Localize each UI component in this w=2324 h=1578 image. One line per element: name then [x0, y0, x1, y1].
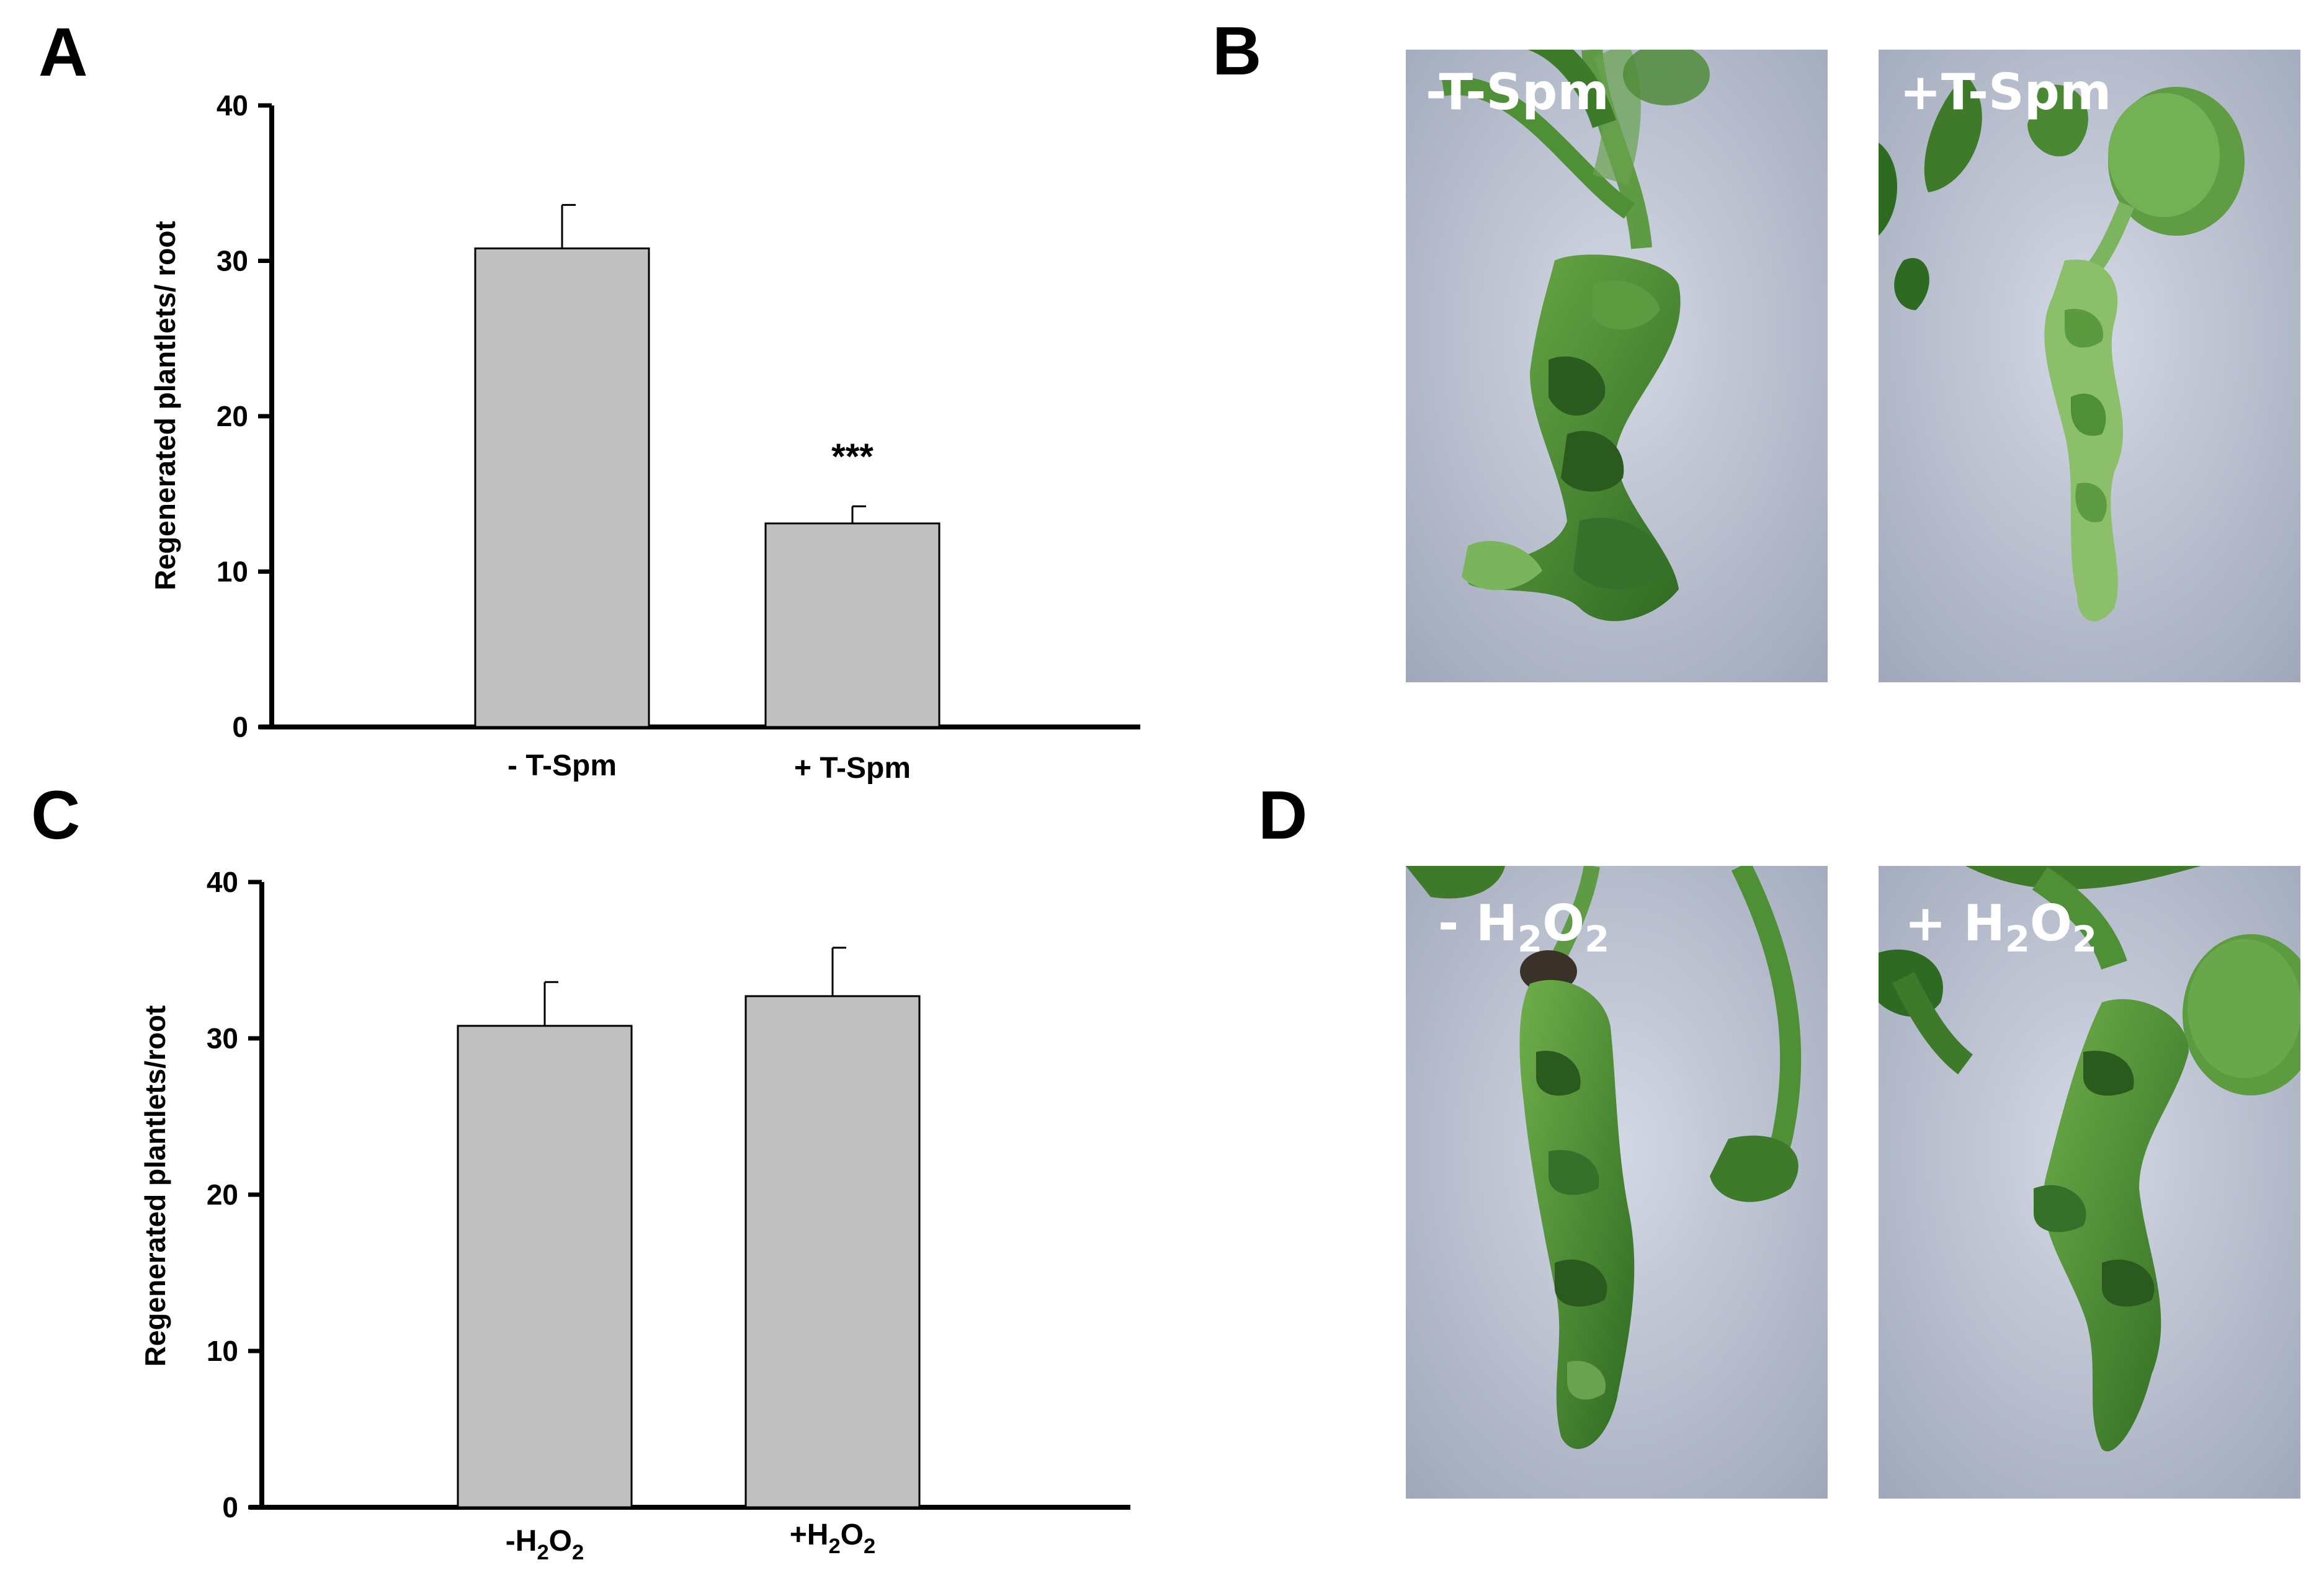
photo-b-right: +T-Spm	[1879, 50, 2300, 682]
y-axis-label-c: Regenerated plantlets/root	[139, 1005, 171, 1367]
y-axis-label-a: Regenerated plantlets/ root	[149, 221, 181, 591]
photo-label-d-left: - H2O2	[1438, 894, 1609, 960]
x-tick-labels-a: - T-Spm + T-Spm	[507, 749, 911, 785]
x-tick-labels-c: -H2O2 +H2O2	[506, 1518, 875, 1564]
photo-b-left: -T-Spm	[1406, 50, 1828, 682]
y-ticks-c: 0 10 20 30 40	[207, 866, 262, 1523]
y-tick-label: 0	[222, 1491, 238, 1523]
photo-label-d-right: + H2O2	[1905, 894, 2097, 960]
photo-d-right: + H2O2	[1879, 866, 2300, 1499]
y-tick-label: 30	[207, 1022, 238, 1054]
bar	[457, 1025, 633, 1509]
bar	[764, 522, 941, 728]
x-tick-label: -H2O2	[506, 1525, 584, 1564]
photo-label-b-right: +T-Spm	[1900, 63, 2111, 121]
bar	[474, 247, 650, 728]
y-tick-label: 40	[217, 89, 248, 122]
x-tick-label: + T-Spm	[794, 752, 911, 785]
x-tick-label: +H2O2	[790, 1518, 875, 1558]
panel-letter-a: A	[38, 14, 87, 91]
photo-label-b-left: -T-Spm	[1426, 63, 1609, 121]
y-tick-label: 10	[207, 1335, 238, 1367]
bar-chart-a: Regenerated plantlets/ root 0 10 20 30 40 - …	[149, 89, 1140, 785]
y-tick-label: 20	[207, 1179, 238, 1211]
bar	[744, 995, 921, 1509]
photo-d-left: - H2O2	[1406, 866, 1828, 1499]
y-tick-label: 40	[207, 866, 238, 898]
panel-letter-c: C	[31, 777, 80, 854]
y-tick-label: 20	[217, 400, 248, 432]
panel-letter-d: D	[1258, 777, 1307, 854]
panel-letter-b: B	[1212, 13, 1261, 89]
bars-c	[457, 947, 921, 1509]
bar-chart-c: Regenerated plantlets/root 0 10 20 30 40 -H2…	[139, 866, 1130, 1564]
significance-marker: ***	[831, 437, 874, 477]
y-tick-label: 10	[217, 556, 248, 588]
y-ticks-a: 0 10 20 30 40	[217, 89, 272, 743]
x-tick-label: - T-Spm	[507, 749, 617, 782]
bars-a	[474, 203, 941, 728]
y-tick-label: 30	[217, 245, 248, 277]
y-tick-label: 0	[232, 711, 248, 743]
